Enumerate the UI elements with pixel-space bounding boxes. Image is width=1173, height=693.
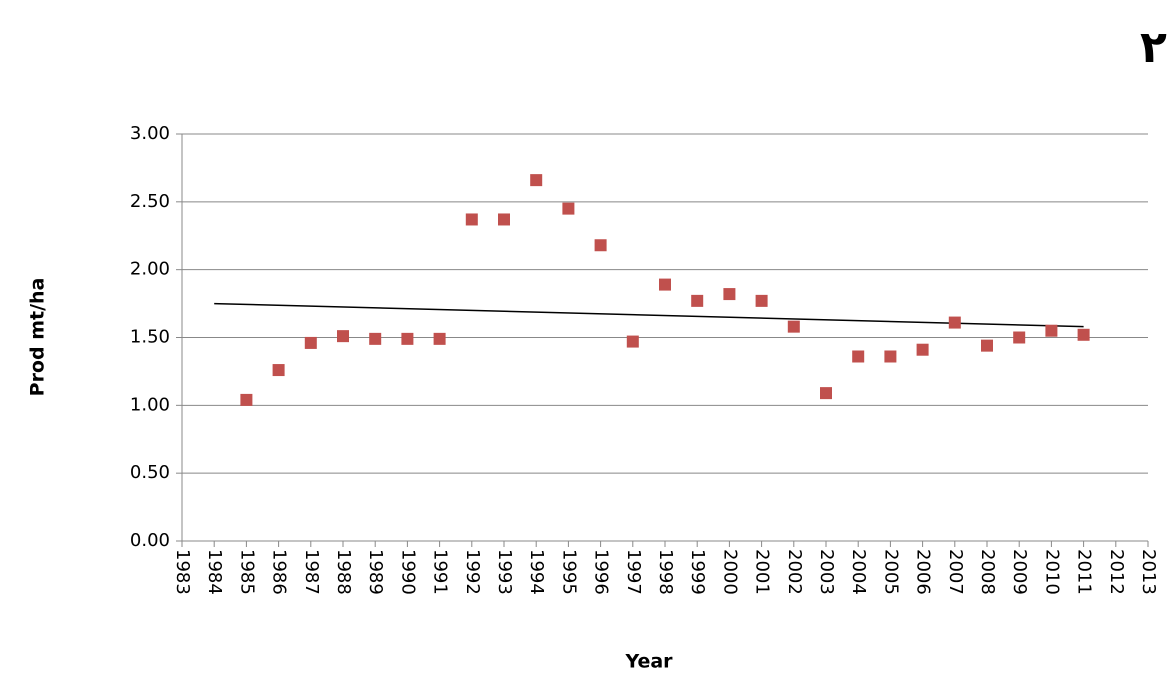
x-tick-label: 1991 (430, 549, 451, 595)
point (562, 202, 575, 215)
x-tick-label: 1997 (623, 549, 644, 595)
x-tick-label: 2003 (816, 549, 837, 595)
x-tick-label: 2001 (752, 549, 773, 595)
point (884, 350, 897, 363)
point (498, 213, 510, 226)
y-tick-label: 1.50 (130, 327, 170, 348)
point (337, 330, 349, 343)
x-tick-label: 1999 (687, 549, 708, 595)
point (626, 335, 639, 348)
point (659, 278, 671, 291)
chart-title: انتاجية محصول القمح ١٩٨٥ - ٢٠١١ (1140, 22, 1173, 73)
x-tick-label: 2007 (945, 549, 966, 595)
point (369, 332, 382, 345)
point (852, 350, 865, 363)
point (1045, 324, 1058, 337)
x-tick-label: 2005 (880, 549, 901, 595)
x-tick-label: 2011 (1074, 549, 1095, 595)
point (1013, 331, 1026, 344)
point (272, 364, 285, 377)
x-tick-label: 2010 (1041, 549, 1062, 595)
y-tick-label: 2.00 (130, 259, 170, 280)
y-tick-label: 3.00 (130, 123, 170, 144)
x-tick-label: 1990 (397, 549, 418, 595)
y-axis-label: Prod mt/ha (27, 278, 49, 397)
x-tick-label: 1989 (365, 549, 386, 595)
x-tick-label: 1994 (526, 549, 547, 595)
point (304, 336, 317, 349)
x-tick-label: 1993 (494, 549, 515, 595)
x-tick-label: 2013 (1138, 549, 1159, 595)
y-tick-label: 2.50 (130, 191, 170, 212)
point (530, 174, 543, 187)
point (594, 239, 607, 252)
point (820, 387, 832, 400)
point (755, 294, 768, 307)
point (1077, 328, 1090, 341)
x-tick-label: 2008 (977, 549, 998, 595)
x-tick-label: 1983 (172, 549, 193, 595)
point (723, 288, 736, 301)
point (240, 393, 253, 406)
point (465, 213, 478, 226)
x-tick-label: 1986 (269, 549, 290, 595)
x-tick-label: 2009 (1009, 549, 1030, 595)
x-axis-label: Year (624, 651, 673, 673)
trendline (214, 302, 1084, 328)
y-tick-label: 0.50 (130, 462, 170, 483)
point (401, 332, 414, 345)
point (691, 294, 704, 307)
y-tick-label: 1.00 (130, 394, 170, 415)
x-tick-label: 2004 (848, 549, 869, 595)
x-tick-label: 1987 (301, 549, 322, 595)
x-tick-label: 1992 (462, 549, 483, 595)
y-tick-label: 0.00 (130, 530, 170, 551)
x-tick-label: 2006 (913, 549, 934, 595)
x-tick-label: 1988 (333, 549, 354, 595)
x-tick-label: 2002 (784, 549, 805, 595)
point (787, 320, 800, 333)
point (948, 316, 961, 329)
point (433, 332, 446, 345)
x-tick-label: 1995 (558, 549, 579, 595)
x-tick-label: 1985 (236, 549, 257, 595)
point (916, 343, 929, 356)
x-tick-label: 2000 (719, 549, 740, 595)
x-tick-label: 1996 (591, 549, 612, 595)
point (981, 339, 993, 352)
x-tick-label: 2012 (1106, 549, 1127, 595)
x-tick-label: 1998 (655, 549, 676, 595)
x-tick-label: 1984 (204, 549, 225, 595)
